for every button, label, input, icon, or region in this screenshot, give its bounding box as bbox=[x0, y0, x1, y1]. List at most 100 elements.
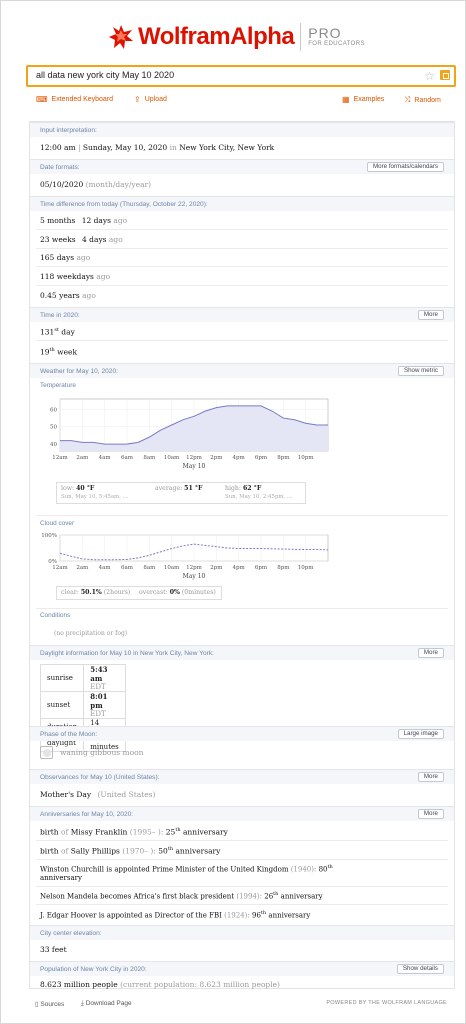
anniversary-row: birth of Sally Phillips (1970– ): 50th a… bbox=[40, 846, 220, 856]
x-tick-label: 10am bbox=[164, 565, 180, 571]
large-image-button[interactable]: Large image bbox=[397, 729, 444, 739]
day-label: day bbox=[61, 327, 75, 337]
upload-label: Upload bbox=[144, 96, 167, 103]
date-format-row: 05/10/2020 (month/day/year) bbox=[40, 180, 151, 189]
table-row: sunset 8:01 pm EDT bbox=[39, 691, 126, 719]
population-note: (current population: 8.623 million peopl… bbox=[120, 980, 280, 989]
time-diff-value: 4 days bbox=[82, 235, 107, 244]
observance-note: (United States) bbox=[97, 790, 156, 799]
anniversary-years: (1940): bbox=[290, 865, 317, 874]
examples-button[interactable]: ▦ Examples bbox=[342, 95, 384, 104]
x-tick-label: 4pm bbox=[233, 455, 246, 461]
brand-divider bbox=[300, 23, 302, 51]
random-button[interactable]: ⤨ Random bbox=[404, 95, 441, 105]
time-diff-value: 23 weeks bbox=[40, 235, 76, 244]
x-tick-label: 12am bbox=[52, 565, 68, 571]
x-tick-label: 12pm bbox=[186, 455, 203, 461]
date-format-note: (month/day/year) bbox=[85, 180, 152, 189]
pod-title-observances: Observances for May 10 (United States): bbox=[40, 774, 160, 781]
more-button[interactable]: More bbox=[417, 310, 444, 320]
time-diff-ago: ago bbox=[113, 216, 128, 225]
ordinal-suffix: th bbox=[49, 347, 55, 353]
x-tick-label: 12pm bbox=[186, 565, 203, 571]
ordinal-suffix: th bbox=[260, 910, 267, 916]
anniversary-row: birth of Missy Franklin (1995– ): 25th a… bbox=[40, 827, 228, 837]
x-axis-label: May 10 bbox=[183, 573, 206, 580]
anniversary-years: (1994): bbox=[236, 892, 263, 901]
conditions-value: (no precipitation or fog) bbox=[54, 630, 128, 637]
upload-icon: ⇪ bbox=[134, 95, 141, 104]
more-button[interactable]: More bbox=[417, 809, 444, 819]
x-tick-label: 2pm bbox=[210, 455, 223, 461]
anniversary-label: anniversary bbox=[268, 911, 311, 920]
anniversary-number: 96 bbox=[252, 911, 261, 920]
show-metric-button[interactable]: Show metric bbox=[397, 366, 444, 376]
low-value: 40 °F bbox=[76, 485, 95, 492]
separator bbox=[36, 886, 448, 887]
high-value: 62 °F bbox=[242, 485, 262, 492]
pod-header-observances: Observances for May 10 (United States): … bbox=[30, 769, 454, 784]
x-tick-label: 8am bbox=[143, 565, 156, 571]
daylight-unit: EDT bbox=[90, 683, 106, 691]
more-formats-button[interactable]: More formats/calendars bbox=[367, 162, 444, 172]
pod-title-time-diff: Time difference from today (Thursday, Oc… bbox=[40, 201, 208, 208]
sources-link[interactable]: ▯ Sources bbox=[35, 1000, 64, 1008]
download-icon: ⤓ bbox=[81, 1000, 84, 1007]
favorite-star-icon[interactable]: ☆ bbox=[424, 69, 435, 83]
footer: ▯ Sources ⤓ Download Page POWERED BY THE… bbox=[35, 999, 447, 1011]
low-label: low: bbox=[61, 485, 75, 492]
sources-icon: ▯ bbox=[35, 1001, 39, 1008]
x-tick-label: 6pm bbox=[255, 565, 268, 571]
pod-header-elevation: City center elevation: bbox=[30, 925, 454, 940]
x-tick-label: 4am bbox=[99, 455, 112, 461]
brand-name: WolframAlpha bbox=[138, 23, 295, 50]
keyboard-icon: ⌨ bbox=[36, 95, 48, 104]
time-diff-value: 118 weekdays bbox=[40, 272, 94, 281]
upload-button[interactable]: ⇪ Upload bbox=[134, 95, 167, 104]
clear-value: 50.1% bbox=[80, 589, 102, 596]
more-button[interactable]: More bbox=[417, 648, 444, 658]
extended-keyboard-button[interactable]: ⌨ Extended Keyboard bbox=[36, 95, 113, 104]
anniversary-label: anniversary bbox=[280, 892, 323, 901]
brand-logo[interactable]: WolframAlpha PRO FOR EDUCATORS bbox=[108, 21, 365, 53]
show-details-button[interactable]: Show details bbox=[396, 964, 444, 974]
download-page-link[interactable]: ⤓ Download Page bbox=[81, 1000, 132, 1008]
time-diff-value: 12 days bbox=[81, 216, 111, 225]
x-axis-label: May 10 bbox=[183, 463, 206, 470]
x-tick-label: 8am bbox=[143, 455, 156, 461]
clear-label: clear: bbox=[61, 589, 79, 596]
ordinal-suffix: th bbox=[167, 846, 174, 852]
ordinal-suffix: th bbox=[175, 827, 181, 833]
anniversary-text: J. Edgar Hoover is appointed as Director… bbox=[40, 911, 222, 920]
daylight-value: 5:43 am bbox=[90, 665, 108, 683]
anniversary-of: of bbox=[61, 827, 69, 837]
time-diff-row: 118 weekdays ago bbox=[40, 272, 110, 281]
anniversary-label: anniversary bbox=[182, 827, 228, 837]
y-tick-label: 100% bbox=[41, 533, 57, 539]
separator bbox=[36, 859, 448, 860]
more-button[interactable]: More bbox=[417, 772, 444, 782]
time-diff-ago: ago bbox=[82, 291, 96, 300]
anniversary-name: Sally Phillips bbox=[70, 846, 120, 856]
week-of-year: 19th week bbox=[40, 347, 77, 357]
submit-search-icon[interactable] bbox=[440, 70, 450, 80]
date-format-value: 05/10/2020 bbox=[40, 180, 84, 189]
series-line bbox=[59, 543, 329, 561]
high-label: high: bbox=[225, 485, 241, 492]
anniversary-text: birth bbox=[40, 827, 59, 837]
average-value: 51 °F bbox=[184, 485, 203, 492]
pod-title-elevation: City center elevation: bbox=[40, 930, 102, 937]
pod-header-moon: Phase of the Moon: Large image bbox=[30, 726, 454, 741]
y-tick-label: 40 bbox=[50, 442, 57, 448]
x-tick-label: 2am bbox=[76, 565, 89, 571]
ordinal-suffix: th bbox=[327, 864, 333, 870]
input-time: 12:00 am bbox=[40, 143, 76, 152]
anniversary-row: J. Edgar Hoover is appointed as Director… bbox=[40, 910, 310, 919]
conditions-subheader: Conditions bbox=[40, 612, 71, 619]
population-row: 8.623 million people (current population… bbox=[40, 980, 280, 989]
time-diff-value: 5 months bbox=[40, 216, 76, 225]
search-input[interactable] bbox=[36, 70, 416, 80]
daylight-unit: EDT bbox=[90, 710, 106, 718]
elevation-value: 33 feet bbox=[40, 945, 67, 954]
overcast-label: overcast: bbox=[139, 589, 168, 596]
